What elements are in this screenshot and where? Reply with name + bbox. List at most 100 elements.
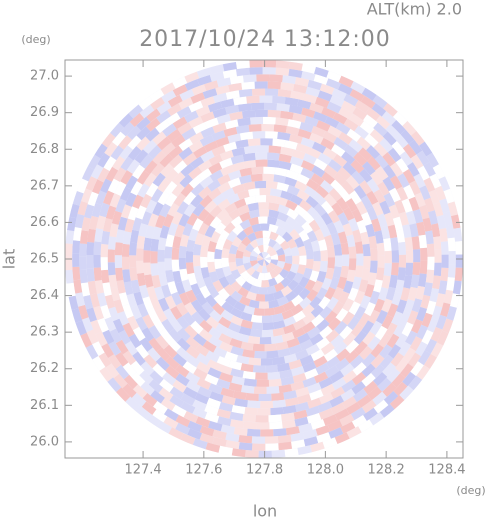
radar-cell bbox=[277, 434, 292, 444]
radar-cell bbox=[146, 108, 161, 123]
radar-cell bbox=[285, 255, 293, 264]
radar-cell bbox=[380, 225, 391, 240]
radar-cell bbox=[429, 173, 442, 189]
radar-cell bbox=[237, 204, 250, 215]
radar-cell bbox=[425, 300, 437, 315]
radar-cell bbox=[348, 258, 357, 271]
radar-cell bbox=[231, 448, 246, 458]
radar-cell bbox=[397, 267, 406, 281]
radar-cell bbox=[184, 325, 198, 339]
radar-cell bbox=[302, 267, 313, 280]
radar-cell bbox=[209, 205, 223, 218]
radar-cell bbox=[160, 397, 176, 411]
radar-cell bbox=[307, 326, 321, 339]
radar-cell bbox=[207, 261, 216, 273]
radar-cell bbox=[202, 340, 217, 353]
radar-cell bbox=[280, 285, 293, 297]
radar-cell bbox=[442, 318, 454, 334]
radar-cell bbox=[330, 386, 345, 399]
radar-cell bbox=[161, 318, 175, 333]
radar-cell bbox=[216, 378, 231, 390]
radar-cell bbox=[228, 261, 238, 272]
radar-cell bbox=[332, 286, 344, 301]
radar-cell bbox=[118, 330, 131, 345]
radar-cell bbox=[229, 75, 244, 85]
radar-cell bbox=[225, 295, 238, 307]
radar-cell bbox=[416, 150, 430, 166]
radar-cell bbox=[345, 349, 360, 364]
radar-cell bbox=[228, 253, 236, 263]
radar-cell bbox=[217, 181, 231, 194]
radar-cell bbox=[278, 441, 292, 451]
radar-cell bbox=[324, 286, 336, 300]
radar-cell bbox=[295, 401, 310, 412]
radar-cell bbox=[323, 193, 337, 207]
radar-cell bbox=[318, 377, 334, 389]
radar-cell bbox=[178, 245, 187, 258]
radar-cell bbox=[130, 181, 143, 196]
radar-cell bbox=[264, 293, 275, 302]
radar-cell bbox=[190, 283, 202, 297]
radar-cell bbox=[338, 131, 353, 145]
radar-cell bbox=[95, 190, 107, 206]
radar-cell bbox=[247, 138, 261, 147]
radar-cell bbox=[264, 272, 273, 281]
radar-cell bbox=[251, 443, 266, 451]
radar-cell bbox=[435, 314, 447, 330]
radar-cell bbox=[414, 192, 426, 208]
radar-cell bbox=[320, 383, 336, 396]
radar-cell bbox=[300, 137, 315, 149]
radar-cell bbox=[270, 188, 283, 198]
radar-cell bbox=[118, 292, 130, 307]
radar-cell bbox=[116, 387, 131, 402]
radar-cell bbox=[247, 400, 261, 409]
radar-cell bbox=[169, 318, 183, 333]
radar-cell bbox=[114, 181, 127, 196]
radar-cell bbox=[250, 116, 264, 125]
radar-cell bbox=[182, 152, 197, 166]
radar-cell bbox=[204, 117, 219, 129]
radar-cell bbox=[325, 329, 340, 343]
radar-cell bbox=[391, 250, 400, 263]
radar-cell bbox=[391, 373, 406, 388]
radar-cell bbox=[159, 378, 174, 393]
radar-cell bbox=[248, 357, 261, 366]
radar-cell bbox=[252, 365, 266, 373]
radar-cell bbox=[87, 280, 97, 295]
radar-cell bbox=[195, 292, 208, 306]
radar-cell bbox=[339, 325, 353, 340]
radar-cell bbox=[212, 107, 227, 119]
radar-cell bbox=[283, 247, 293, 257]
radar-cell bbox=[228, 82, 243, 92]
radar-cell bbox=[282, 300, 296, 312]
radar-cell bbox=[209, 64, 225, 75]
radar-cell bbox=[390, 352, 404, 367]
radar-cell bbox=[239, 295, 251, 307]
radar-cell bbox=[295, 143, 310, 154]
radar-cell bbox=[373, 122, 388, 137]
radar-cell bbox=[246, 266, 256, 276]
radar-cell bbox=[309, 132, 324, 145]
radar-cell bbox=[159, 153, 174, 168]
radar-cell bbox=[264, 256, 272, 261]
radar-cell bbox=[195, 343, 210, 357]
radar-cell bbox=[309, 389, 324, 401]
radar-cell bbox=[395, 333, 408, 348]
radar-cell bbox=[141, 211, 152, 226]
radar-cell bbox=[220, 424, 235, 435]
radar-cell bbox=[164, 258, 173, 271]
radar-cell bbox=[261, 329, 274, 338]
radar-cell bbox=[200, 126, 215, 139]
radar-cell bbox=[200, 111, 215, 123]
radar-cell bbox=[370, 171, 384, 186]
radar-cell bbox=[206, 397, 221, 409]
radar-cell bbox=[282, 231, 293, 243]
radar-cell bbox=[394, 199, 406, 214]
radar-cell bbox=[313, 111, 328, 123]
radar-cell bbox=[172, 270, 182, 284]
radar-cell bbox=[141, 401, 157, 415]
radar-cell bbox=[215, 85, 230, 95]
radar-cell bbox=[337, 166, 352, 181]
radar-cell bbox=[335, 122, 351, 135]
radar-cell bbox=[278, 153, 292, 163]
